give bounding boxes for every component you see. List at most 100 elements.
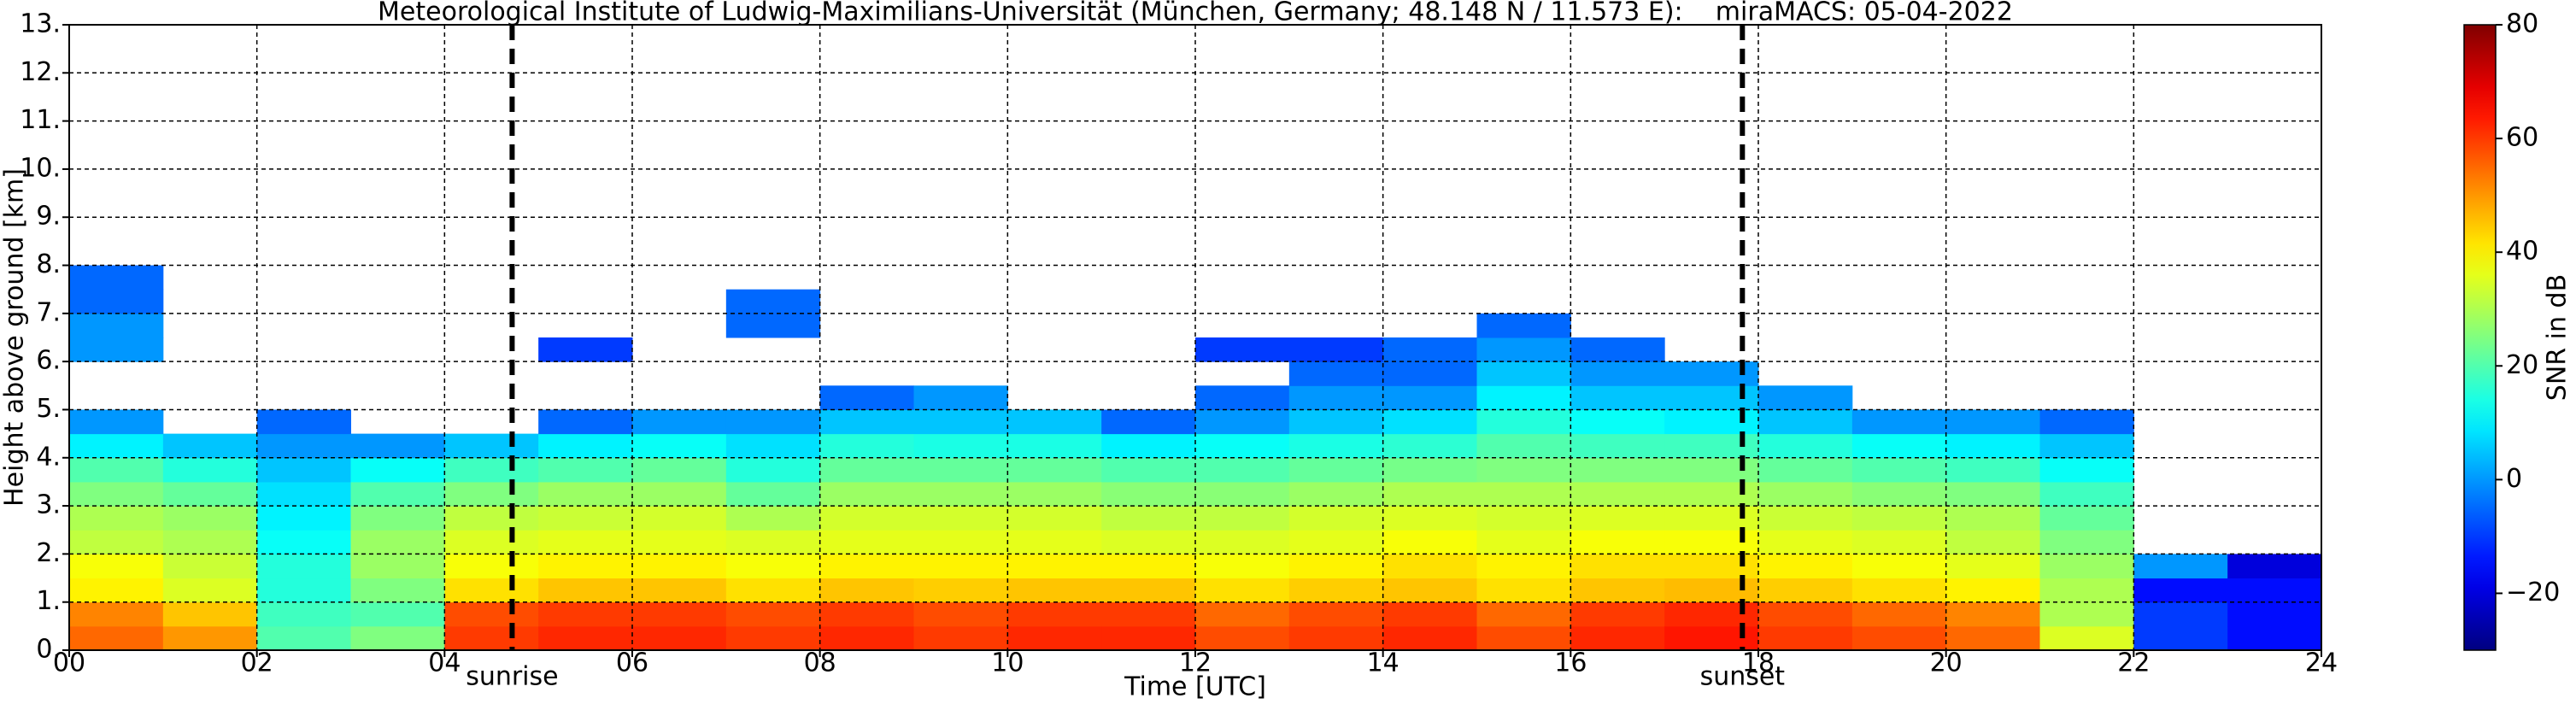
heat-cell <box>256 530 351 554</box>
heat-cell <box>538 625 633 651</box>
heat-cell <box>538 530 633 554</box>
x-tick-label: 04 <box>428 648 461 678</box>
y-tick-label: 2. <box>36 538 61 568</box>
heat-cell <box>1382 506 1477 531</box>
heat-cell <box>69 530 164 554</box>
heat-cell <box>1570 530 1665 554</box>
heat-cell <box>162 530 258 554</box>
heat-cell <box>538 457 633 483</box>
heat-cell <box>913 457 1008 483</box>
heat-cell <box>538 337 633 362</box>
heat-cell <box>1382 409 1477 435</box>
heat-cell <box>1570 554 1665 579</box>
heat-cell <box>1758 578 1853 603</box>
heat-cell <box>1945 481 2040 507</box>
heat-cell <box>1851 530 1947 554</box>
colorbar-tick-label: −20 <box>2506 578 2560 607</box>
heat-cell <box>1195 506 1290 531</box>
x-tick-label: 08 <box>804 648 836 678</box>
heat-cell <box>538 433 633 459</box>
heat-cell <box>819 385 914 410</box>
heat-cell <box>1101 578 1196 603</box>
heat-cell <box>1476 578 1571 603</box>
heat-cell <box>69 289 164 314</box>
heat-cell <box>69 409 164 435</box>
heat-cell <box>69 578 164 603</box>
heat-cell <box>444 578 539 603</box>
heat-cell <box>2133 601 2228 627</box>
heat-cell <box>444 506 539 531</box>
heat-cell <box>2039 625 2134 651</box>
x-tick-label: 06 <box>616 648 648 678</box>
heat-cell <box>819 457 914 483</box>
y-axis-label: Height above ground [km] <box>0 168 30 507</box>
heat-cell <box>1945 554 2040 579</box>
heat-cell <box>913 433 1008 459</box>
heat-cell <box>2133 554 2228 579</box>
heat-cell <box>725 530 821 554</box>
plot-frame <box>68 24 2322 651</box>
heat-cell <box>1288 385 1384 410</box>
heat-cell <box>69 481 164 507</box>
heat-cell <box>819 625 914 651</box>
heat-cell <box>632 409 727 435</box>
heat-cell <box>256 554 351 579</box>
heat-cell <box>1570 385 1665 410</box>
annotation-label: sunrise <box>466 662 558 692</box>
heat-cell <box>1851 481 1947 507</box>
heat-cell <box>538 409 633 435</box>
heat-cell <box>350 625 445 651</box>
heat-cell <box>1195 385 1290 410</box>
heat-cell <box>2039 457 2134 483</box>
heat-cell <box>1382 530 1477 554</box>
heat-cell <box>162 601 258 627</box>
colorbar-tick-label: 60 <box>2506 123 2538 153</box>
heat-cell <box>1101 530 1196 554</box>
heat-cell <box>1195 457 1290 483</box>
heat-cell <box>2039 530 2134 554</box>
heat-cell <box>162 433 258 459</box>
heat-cell <box>1007 625 1102 651</box>
heat-cell <box>256 433 351 459</box>
heat-cell <box>1195 337 1290 362</box>
heat-cell <box>1851 433 1947 459</box>
heat-cell <box>819 530 914 554</box>
heat-cell <box>162 457 258 483</box>
heat-cell <box>256 481 351 507</box>
heat-cell <box>162 506 258 531</box>
heat-cell <box>256 506 351 531</box>
heat-cell <box>1758 625 1853 651</box>
heat-cell <box>1758 481 1853 507</box>
heat-cell <box>1382 601 1477 627</box>
colorbar-tick-label: 0 <box>2506 464 2522 494</box>
heat-cell <box>1101 625 1196 651</box>
heat-cell <box>1101 409 1196 435</box>
heat-cell <box>1570 337 1665 362</box>
heat-cell <box>1382 433 1477 459</box>
heat-cell <box>1288 409 1384 435</box>
heat-cell <box>725 601 821 627</box>
heat-cell <box>444 625 539 651</box>
heat-cell <box>1476 313 1571 338</box>
y-tick-label: 11. <box>20 105 61 135</box>
heat-cell <box>1195 530 1290 554</box>
heat-cell <box>1476 481 1571 507</box>
heat-cell <box>1758 385 1853 410</box>
heat-cell <box>819 601 914 627</box>
heat-cell <box>256 409 351 435</box>
heat-cell <box>444 601 539 627</box>
heat-cell <box>1476 361 1571 386</box>
heat-cell <box>1382 625 1477 651</box>
heat-cell <box>350 530 445 554</box>
heat-cell <box>913 578 1008 603</box>
y-tick-label: 9. <box>36 202 61 232</box>
y-tick-label: 5. <box>36 394 61 424</box>
heat-cell <box>1570 433 1665 459</box>
y-tick-label: 8. <box>36 249 61 279</box>
heat-cell <box>2039 481 2134 507</box>
heat-cell <box>256 625 351 651</box>
heat-cell <box>350 506 445 531</box>
y-tick-label: 0. <box>36 635 61 665</box>
heat-cell <box>1851 409 1947 435</box>
heat-cell <box>2039 506 2134 531</box>
